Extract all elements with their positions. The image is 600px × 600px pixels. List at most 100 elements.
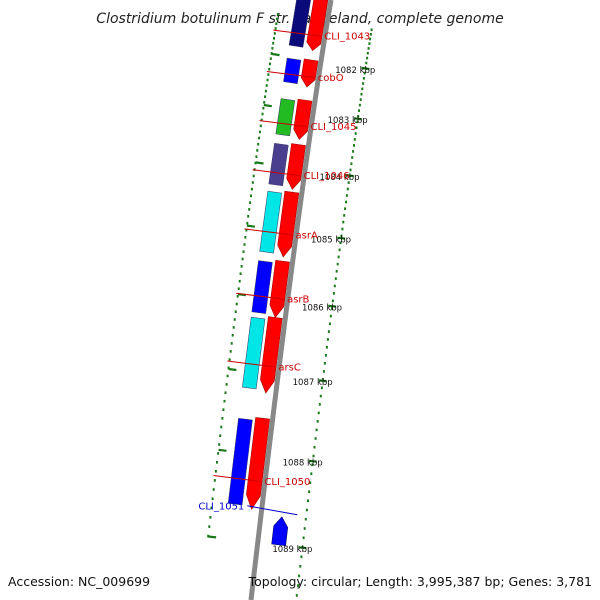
scale-dot — [326, 338, 329, 341]
scale-tick — [337, 236, 346, 240]
scale-dot — [272, 42, 275, 45]
scale-dot — [359, 98, 362, 101]
gene-block — [242, 316, 266, 390]
scale-dot — [347, 181, 350, 184]
scale-dot — [258, 130, 261, 134]
scale-dot — [342, 220, 345, 224]
scale-dot — [274, 27, 277, 30]
scale-tick — [298, 546, 307, 550]
tick-label: 1088 kbp — [283, 459, 323, 469]
scale-dot — [225, 383, 228, 386]
scale-dot — [262, 106, 265, 110]
scale-dot — [369, 33, 372, 36]
scale-dot — [268, 67, 271, 71]
scale-dot — [315, 428, 318, 432]
scale-tick-outer — [207, 535, 217, 539]
tick-label: 1089 kbp — [272, 545, 312, 555]
scale-dot — [275, 22, 278, 25]
scale-dot — [357, 115, 360, 118]
gene-arrow-inner — [306, 0, 329, 52]
scale-dot — [214, 470, 217, 473]
reverse-gene-arrow — [271, 516, 289, 547]
scale-dot — [343, 214, 346, 217]
scale-dot — [366, 51, 369, 55]
gene-block — [288, 0, 311, 48]
scale-dot — [235, 302, 238, 306]
scale-dot — [251, 181, 254, 184]
gene-label-connector — [236, 292, 285, 300]
scale-dot — [270, 52, 273, 55]
scale-dot — [208, 525, 211, 528]
scale-dot — [256, 149, 259, 152]
scale-dot — [346, 187, 349, 191]
scale-dot — [362, 82, 365, 85]
scale-dot — [233, 318, 236, 321]
scale-dot — [222, 408, 225, 411]
scale-dot — [316, 420, 319, 423]
scale-dot — [240, 265, 243, 268]
scale-dot — [295, 594, 298, 597]
scale-dot — [221, 417, 224, 420]
scale-dot — [304, 517, 307, 521]
scale-dot — [300, 555, 303, 559]
scale-dot — [361, 87, 364, 91]
scale-dot — [333, 284, 336, 288]
gene-arrow-inner — [300, 58, 319, 88]
tick-label: 1085 kbp — [311, 236, 351, 246]
gene-label-connector — [266, 71, 315, 78]
scale-dot — [329, 314, 332, 318]
scale-dot — [330, 307, 333, 310]
scale-dot — [213, 479, 216, 482]
scale-dot — [229, 350, 232, 353]
gene-label: CLI_1046 — [304, 171, 350, 182]
scale-dot — [355, 126, 358, 129]
scale-dot — [219, 434, 222, 437]
gene-label-connector — [247, 505, 298, 516]
scale-tick-outer — [218, 448, 227, 452]
scale-tick — [318, 379, 327, 383]
scale-dot — [276, 13, 279, 16]
scale-dot — [243, 243, 246, 246]
gene-label-connector — [213, 475, 262, 482]
ticks: 1082 kbp 1083 kbp 1084 kbp 1085 kbp 1086 kbp… — [207, 52, 375, 555]
scale-dot — [309, 481, 312, 484]
scale-dot — [312, 454, 315, 458]
scale-dot — [368, 42, 371, 45]
scale-dot — [305, 508, 308, 512]
scale-dot — [337, 255, 340, 259]
scale-dot — [344, 207, 347, 210]
scale-dot — [341, 227, 344, 231]
scale-dot — [325, 346, 328, 349]
gene-arrow-inner — [277, 190, 300, 258]
scale-dot — [307, 499, 309, 503]
gene-arrow-inner — [269, 259, 290, 319]
gene-arrow-inner — [286, 143, 306, 190]
scale-dot — [247, 215, 250, 218]
scale-dot — [209, 516, 212, 519]
scale-dot — [218, 443, 221, 446]
scale-tick — [361, 66, 370, 71]
scale-dot — [217, 452, 220, 455]
gene-label: asrA — [296, 230, 318, 241]
scale-dot — [260, 118, 263, 122]
scale-tick — [345, 173, 354, 178]
scale-dot — [249, 201, 252, 204]
scale-dot — [345, 200, 347, 204]
scale-dot — [336, 262, 339, 266]
scale-dot — [299, 565, 302, 568]
scale-dot — [252, 174, 255, 178]
scale-dot — [366, 56, 369, 60]
scale-dot — [319, 394, 322, 398]
gene-arrow-inner — [293, 98, 313, 140]
scale-dot — [259, 124, 262, 128]
scale-dot — [237, 287, 240, 290]
scale-dot — [308, 490, 311, 493]
scale-dot — [250, 187, 253, 191]
scale-dot — [239, 272, 242, 275]
tick-label: 1084 kbp — [320, 173, 360, 183]
scale-dot — [321, 378, 324, 381]
scale-dot — [257, 142, 260, 146]
scale-dot — [358, 103, 361, 107]
scale-dot — [241, 257, 244, 261]
scale-dot — [226, 374, 229, 378]
